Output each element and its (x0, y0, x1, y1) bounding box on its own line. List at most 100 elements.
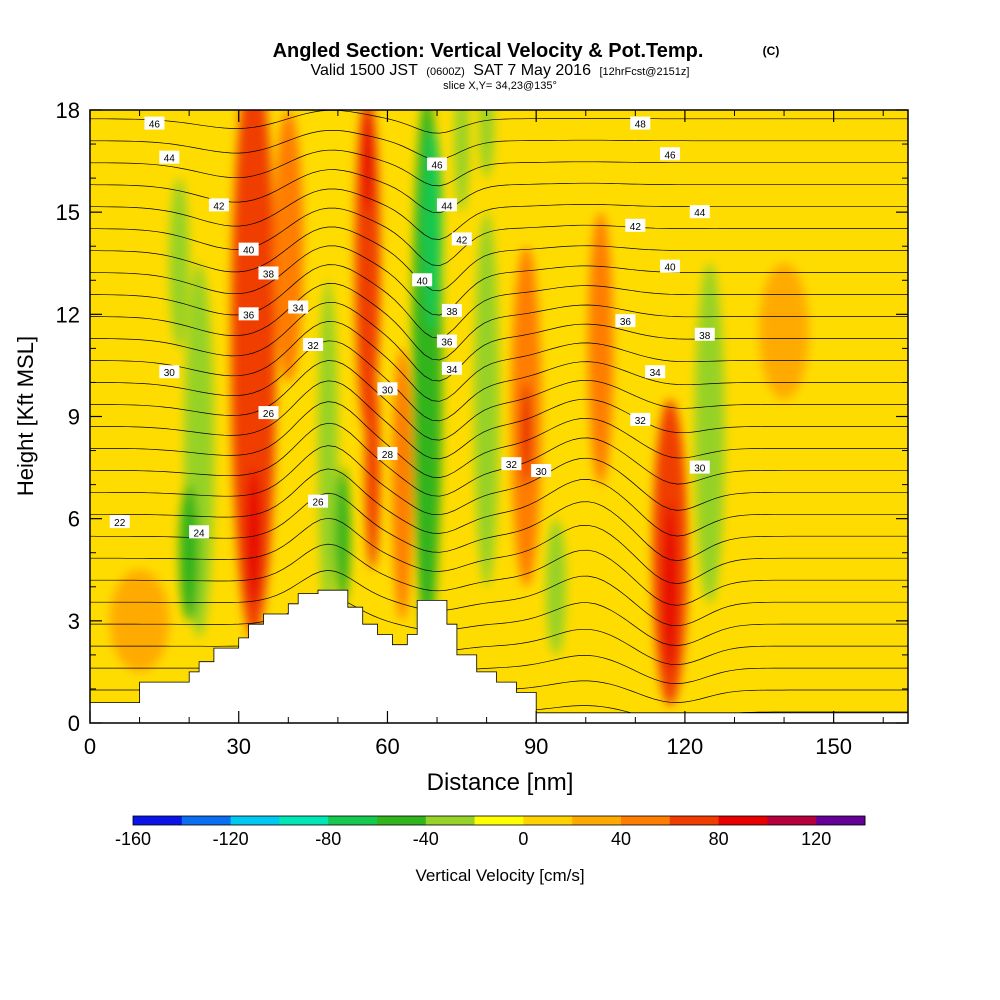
isentrope-29 (90, 492, 908, 561)
vv-feature-14 (474, 212, 499, 587)
contour-label-18: 40 (412, 273, 433, 287)
colorbar-swatch-9 (572, 816, 622, 825)
y-tick-label-2: 6 (68, 507, 80, 532)
vv-feature-7 (335, 467, 351, 604)
contour-label-21: 34 (441, 361, 462, 376)
vv-feature-21 (694, 263, 725, 604)
colorbar-tick-label-3: -40 (413, 829, 439, 849)
chart-subtitle: Valid 1500 JST (0600Z) SAT 7 May 2016 [1… (311, 62, 690, 79)
y-tick-label-4: 12 (56, 302, 80, 327)
colorbar-swatch-0 (133, 816, 183, 825)
isentrope-20 (90, 725, 908, 741)
colorbar-swatch-8 (523, 816, 573, 825)
isentrope-30 (90, 468, 908, 537)
vv-feature-23 (479, 110, 495, 179)
y-tick-label-3: 9 (68, 405, 80, 430)
contour-label-16: 44 (436, 198, 457, 212)
colorbar-label: Vertical Velocity [cm/s] (415, 866, 584, 885)
x-tick-label-5: 150 (815, 734, 852, 759)
colorbar-swatch-14 (816, 816, 866, 825)
y-tick-label-5: 15 (56, 200, 80, 225)
subtitle-utc: (0600Z) (426, 66, 465, 78)
colorbar-tick-label-4: 0 (518, 829, 528, 849)
vertical-velocity-field (109, 110, 809, 706)
vv-feature-17 (588, 212, 614, 485)
contour-label-text-33: 30 (694, 464, 706, 475)
vv-feature-1 (179, 484, 200, 621)
contour-label-text-2: 42 (213, 201, 225, 212)
contour-label-6: 34 (288, 300, 309, 315)
contour-label-4: 38 (258, 266, 279, 280)
vv-feature-18 (546, 518, 566, 655)
isentrope-48 (90, 110, 908, 134)
colorbar-swatch-6 (425, 816, 476, 825)
colorbar-swatch-10 (621, 816, 671, 825)
isentrope-24 (90, 623, 908, 666)
contour-label-text-5: 36 (243, 310, 255, 321)
contour-label-text-9: 26 (263, 409, 275, 420)
colorbar-swatch-12 (718, 816, 768, 825)
isentrope-46 (90, 149, 908, 187)
colorbar-swatch-2 (230, 816, 280, 825)
contour-label-text-10: 22 (114, 518, 126, 529)
terrain (90, 589, 908, 723)
contour-label-3: 40 (238, 242, 259, 257)
contour-label-13: 30 (377, 382, 398, 396)
contour-label-text-22: 32 (506, 460, 518, 471)
isentrope-47 (90, 130, 908, 160)
y-tick-label-0: 0 (68, 711, 80, 736)
x-tick-label-2: 60 (375, 734, 399, 759)
vv-feature-16 (521, 382, 532, 485)
isentrope-28 (90, 517, 908, 584)
slice-label: slice X,Y= 34,23@135° (443, 80, 557, 92)
vv-feature-2 (169, 178, 190, 349)
plot-background (90, 110, 908, 723)
colorbar-swatch-7 (474, 816, 524, 825)
colorbar-swatch-1 (181, 816, 232, 825)
contour-label-14: 28 (377, 446, 398, 461)
contour-label-30: 38 (694, 327, 715, 342)
contour-label-text-32: 32 (635, 416, 647, 427)
vv-feature-6 (318, 280, 338, 621)
colorbar-swatch-3 (279, 816, 329, 825)
contour-label-text-7: 32 (308, 341, 320, 352)
contour-label-text-25: 46 (664, 150, 676, 161)
contour-label-text-1: 44 (164, 154, 176, 165)
contour-label-1: 44 (159, 150, 180, 165)
x-tick-label-1: 30 (226, 734, 250, 759)
contour-labels: 46 44 42 40 38 36 34 32 30 26 22 24 26 30 28 46 44 42 40 38… (109, 116, 715, 539)
colorbar-frame (132, 815, 866, 826)
vv-feature-8 (355, 110, 381, 434)
contour-label-25: 46 (660, 147, 681, 161)
contour-label-text-17: 42 (456, 235, 468, 246)
contour-label-text-14: 28 (382, 450, 394, 461)
isentrope-44 (90, 188, 908, 240)
contour-label-text-18: 40 (417, 276, 429, 287)
contour-label-24: 48 (630, 116, 651, 131)
contour-label-10: 22 (109, 515, 130, 529)
contour-label-33: 30 (689, 460, 710, 475)
vv-feature-25 (109, 569, 170, 672)
y-tick-label-6: 18 (56, 98, 80, 123)
contour-label-17: 42 (451, 232, 472, 246)
isentrope-40 (90, 264, 908, 339)
chart-title-unit: (C) (763, 44, 780, 58)
vv-feature-5 (273, 110, 304, 383)
x-axis-label: Distance [nm] (427, 769, 574, 796)
plot-area: 46 44 42 40 38 36 34 32 30 26 22 24 26 30 28 46 44 42 40 38… (90, 110, 908, 741)
contour-label-text-29: 36 (620, 317, 632, 328)
subtitle-valid: Valid 1500 JST (311, 62, 419, 79)
y-axis-label: Height [Kft MSL] (13, 336, 38, 496)
vv-feature-4 (246, 467, 262, 604)
colorbar-tick-label-0: -160 (115, 829, 151, 849)
contour-label-text-21: 34 (446, 365, 458, 376)
colorbar-tick-label-7: 120 (801, 829, 831, 849)
contour-label-text-12: 26 (312, 498, 324, 509)
y-axis: 0 36 9 12 15 18 (56, 98, 908, 736)
contour-label-9: 26 (258, 406, 279, 420)
isentrope-39 (90, 283, 908, 361)
contour-label-7: 32 (303, 337, 324, 352)
contour-label-text-0: 46 (149, 120, 161, 131)
colorbar-swatch-4 (328, 816, 378, 825)
contour-label-29: 36 (615, 314, 636, 328)
